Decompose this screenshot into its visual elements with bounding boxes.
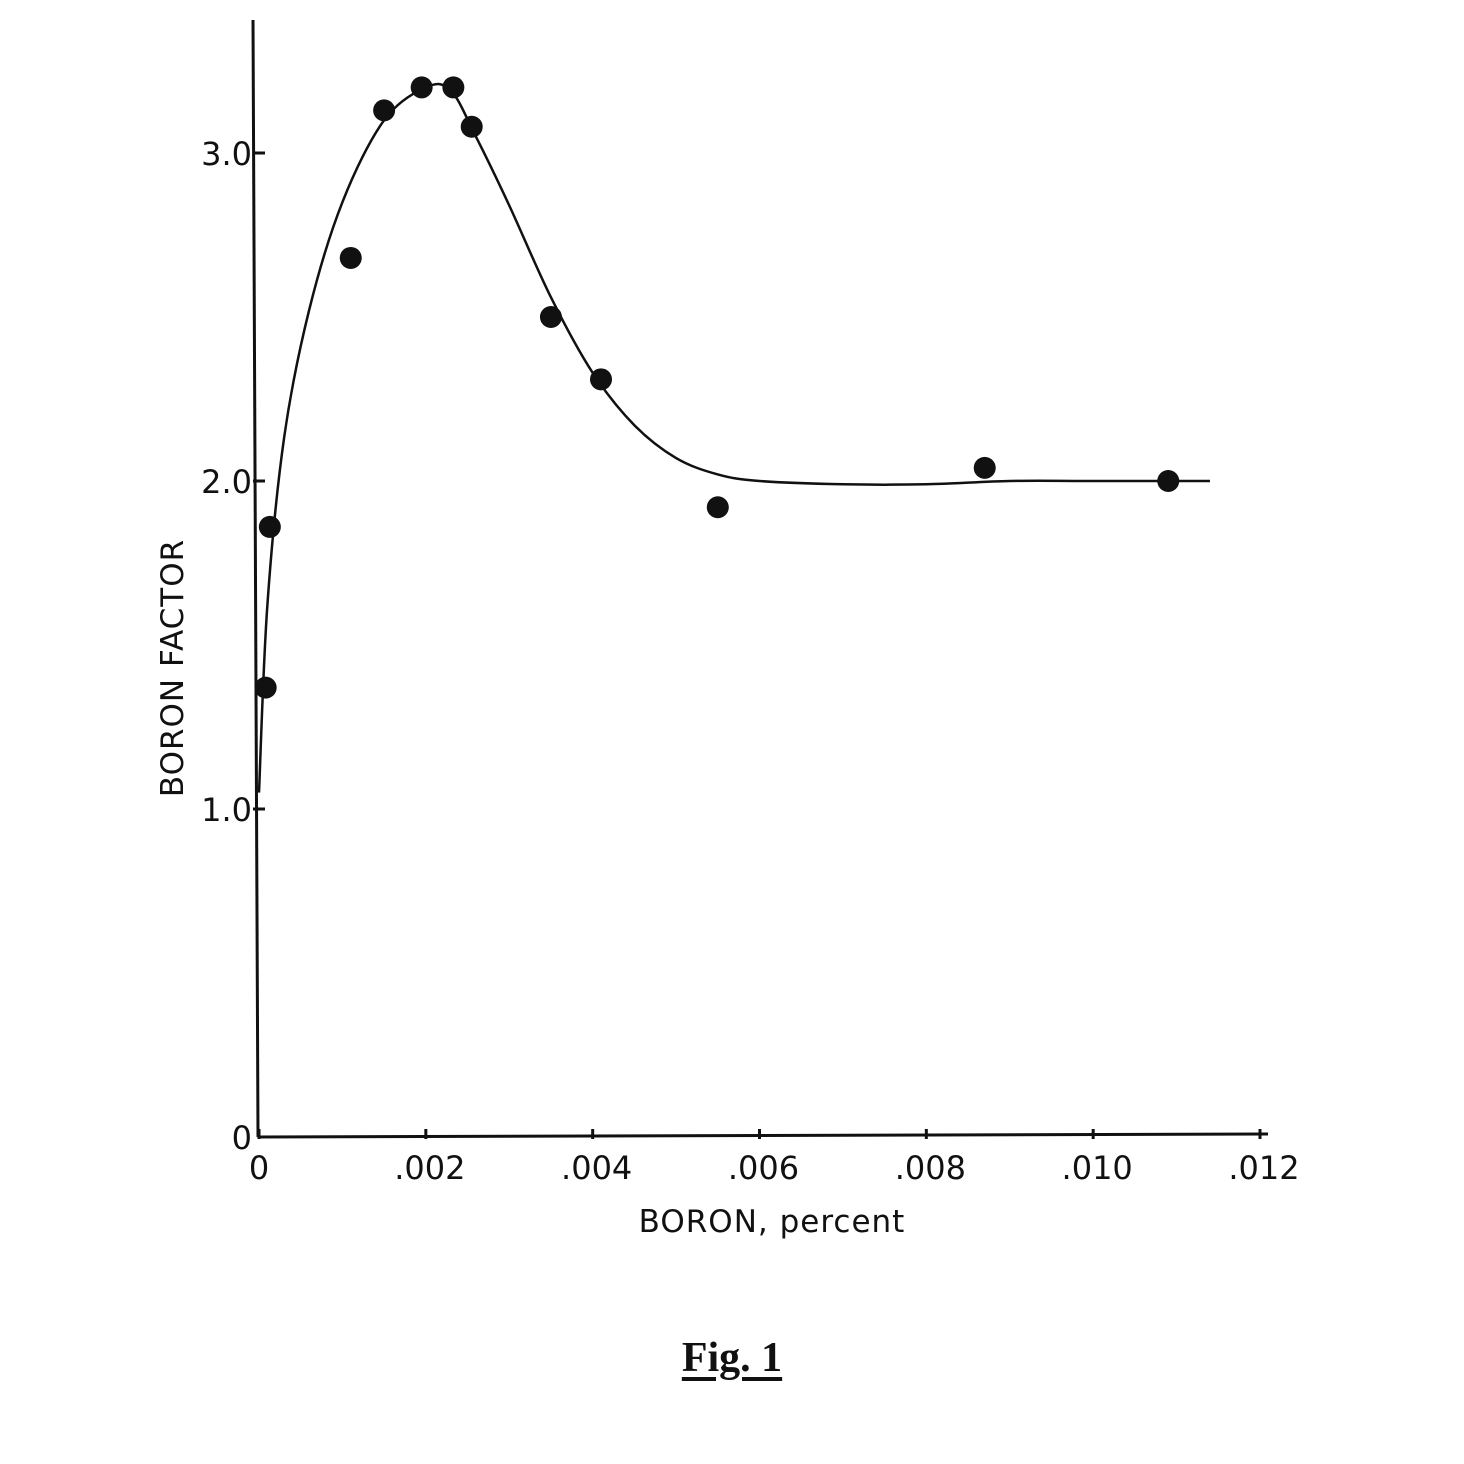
y-tick-label: 3.0 [201,135,252,173]
y-tick-label: 2.0 [201,463,252,501]
x-axis-title: BORON, percent [639,1204,906,1240]
data-point [255,677,277,699]
x-tick-label: .002 [394,1149,465,1187]
data-point [974,457,996,479]
y-tick-label: 0 [232,1119,252,1157]
data-point [461,116,483,138]
data-point [373,99,395,121]
x-axis-line [258,1134,1268,1137]
y-tick-label: 1.0 [201,791,252,829]
data-point [590,368,612,390]
ticks: 0.002.004.006.008.010.01201.02.03.0 [201,135,1300,1187]
x-tick-label: .012 [1228,1149,1299,1187]
data-point [707,496,729,518]
data-point [340,247,362,269]
figure-caption: Fig. 1 [0,1334,1464,1382]
data-point [411,76,433,98]
y-axis-line [253,20,258,1137]
data-point [259,516,281,538]
x-tick-label: .006 [728,1149,799,1187]
x-tick-label: .008 [895,1149,966,1187]
data-point [1157,470,1179,492]
data-point [540,306,562,328]
axes [253,20,1268,1137]
fitted-curve [259,84,1210,793]
y-axis-title: BORON FACTOR [155,539,191,797]
x-tick-label: .004 [561,1149,632,1187]
x-tick-label: .010 [1062,1149,1133,1187]
data-points-layer [255,76,1180,698]
data-point [442,76,464,98]
fitted-curve-layer [259,84,1210,793]
